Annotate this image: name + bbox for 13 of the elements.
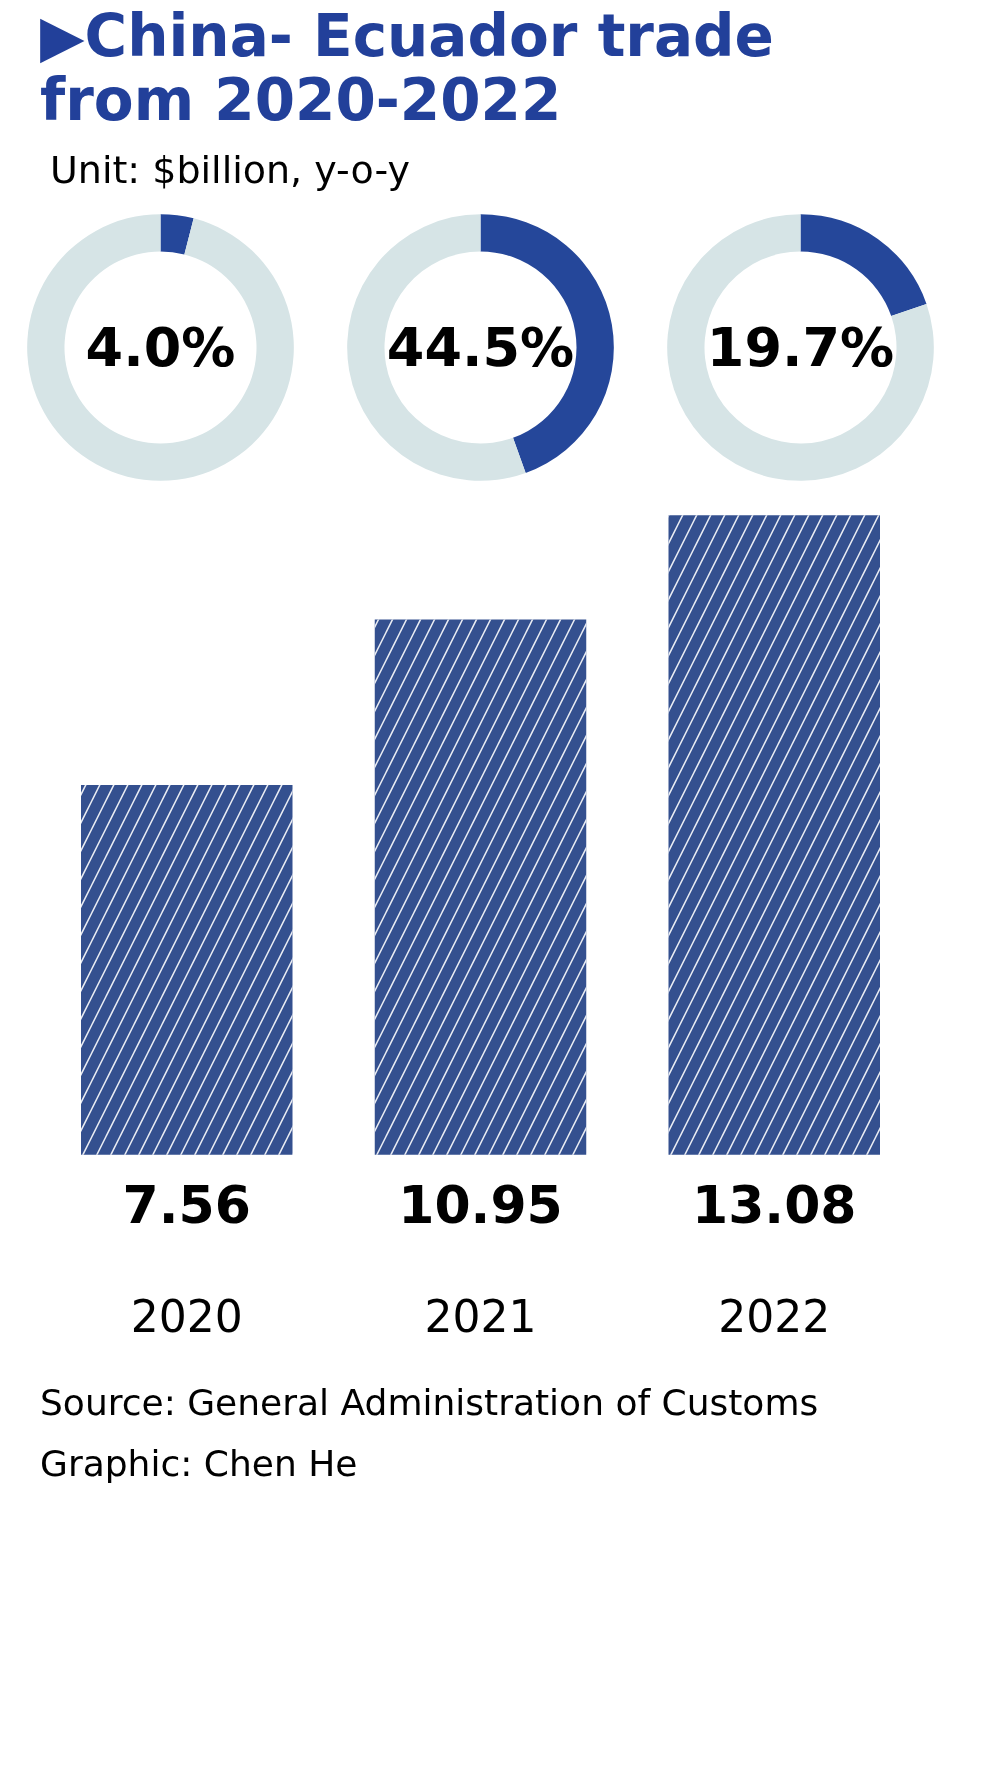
x-tick-label: 2022 xyxy=(718,1290,831,1342)
text: 4.0% xyxy=(85,315,236,379)
source-note: Source: General Administration of Customs xyxy=(40,1380,819,1425)
text: 19.7% xyxy=(706,315,895,379)
data-label: 7.56 xyxy=(122,1174,251,1235)
chart-subtitle: Unit: $billion, y-o-y xyxy=(50,146,410,194)
x-tick-label: 2020 xyxy=(130,1290,243,1342)
text: Graphic: Chen He xyxy=(40,1442,358,1487)
data-label: 10.95 xyxy=(398,1174,563,1235)
chart-title: ▶China- Ecuador trade from 2020-2022 xyxy=(40,2,775,134)
data-label: 13.08 xyxy=(692,1174,857,1235)
x-tick-label: 2021 xyxy=(424,1290,537,1342)
text: 44.5% xyxy=(386,315,575,379)
